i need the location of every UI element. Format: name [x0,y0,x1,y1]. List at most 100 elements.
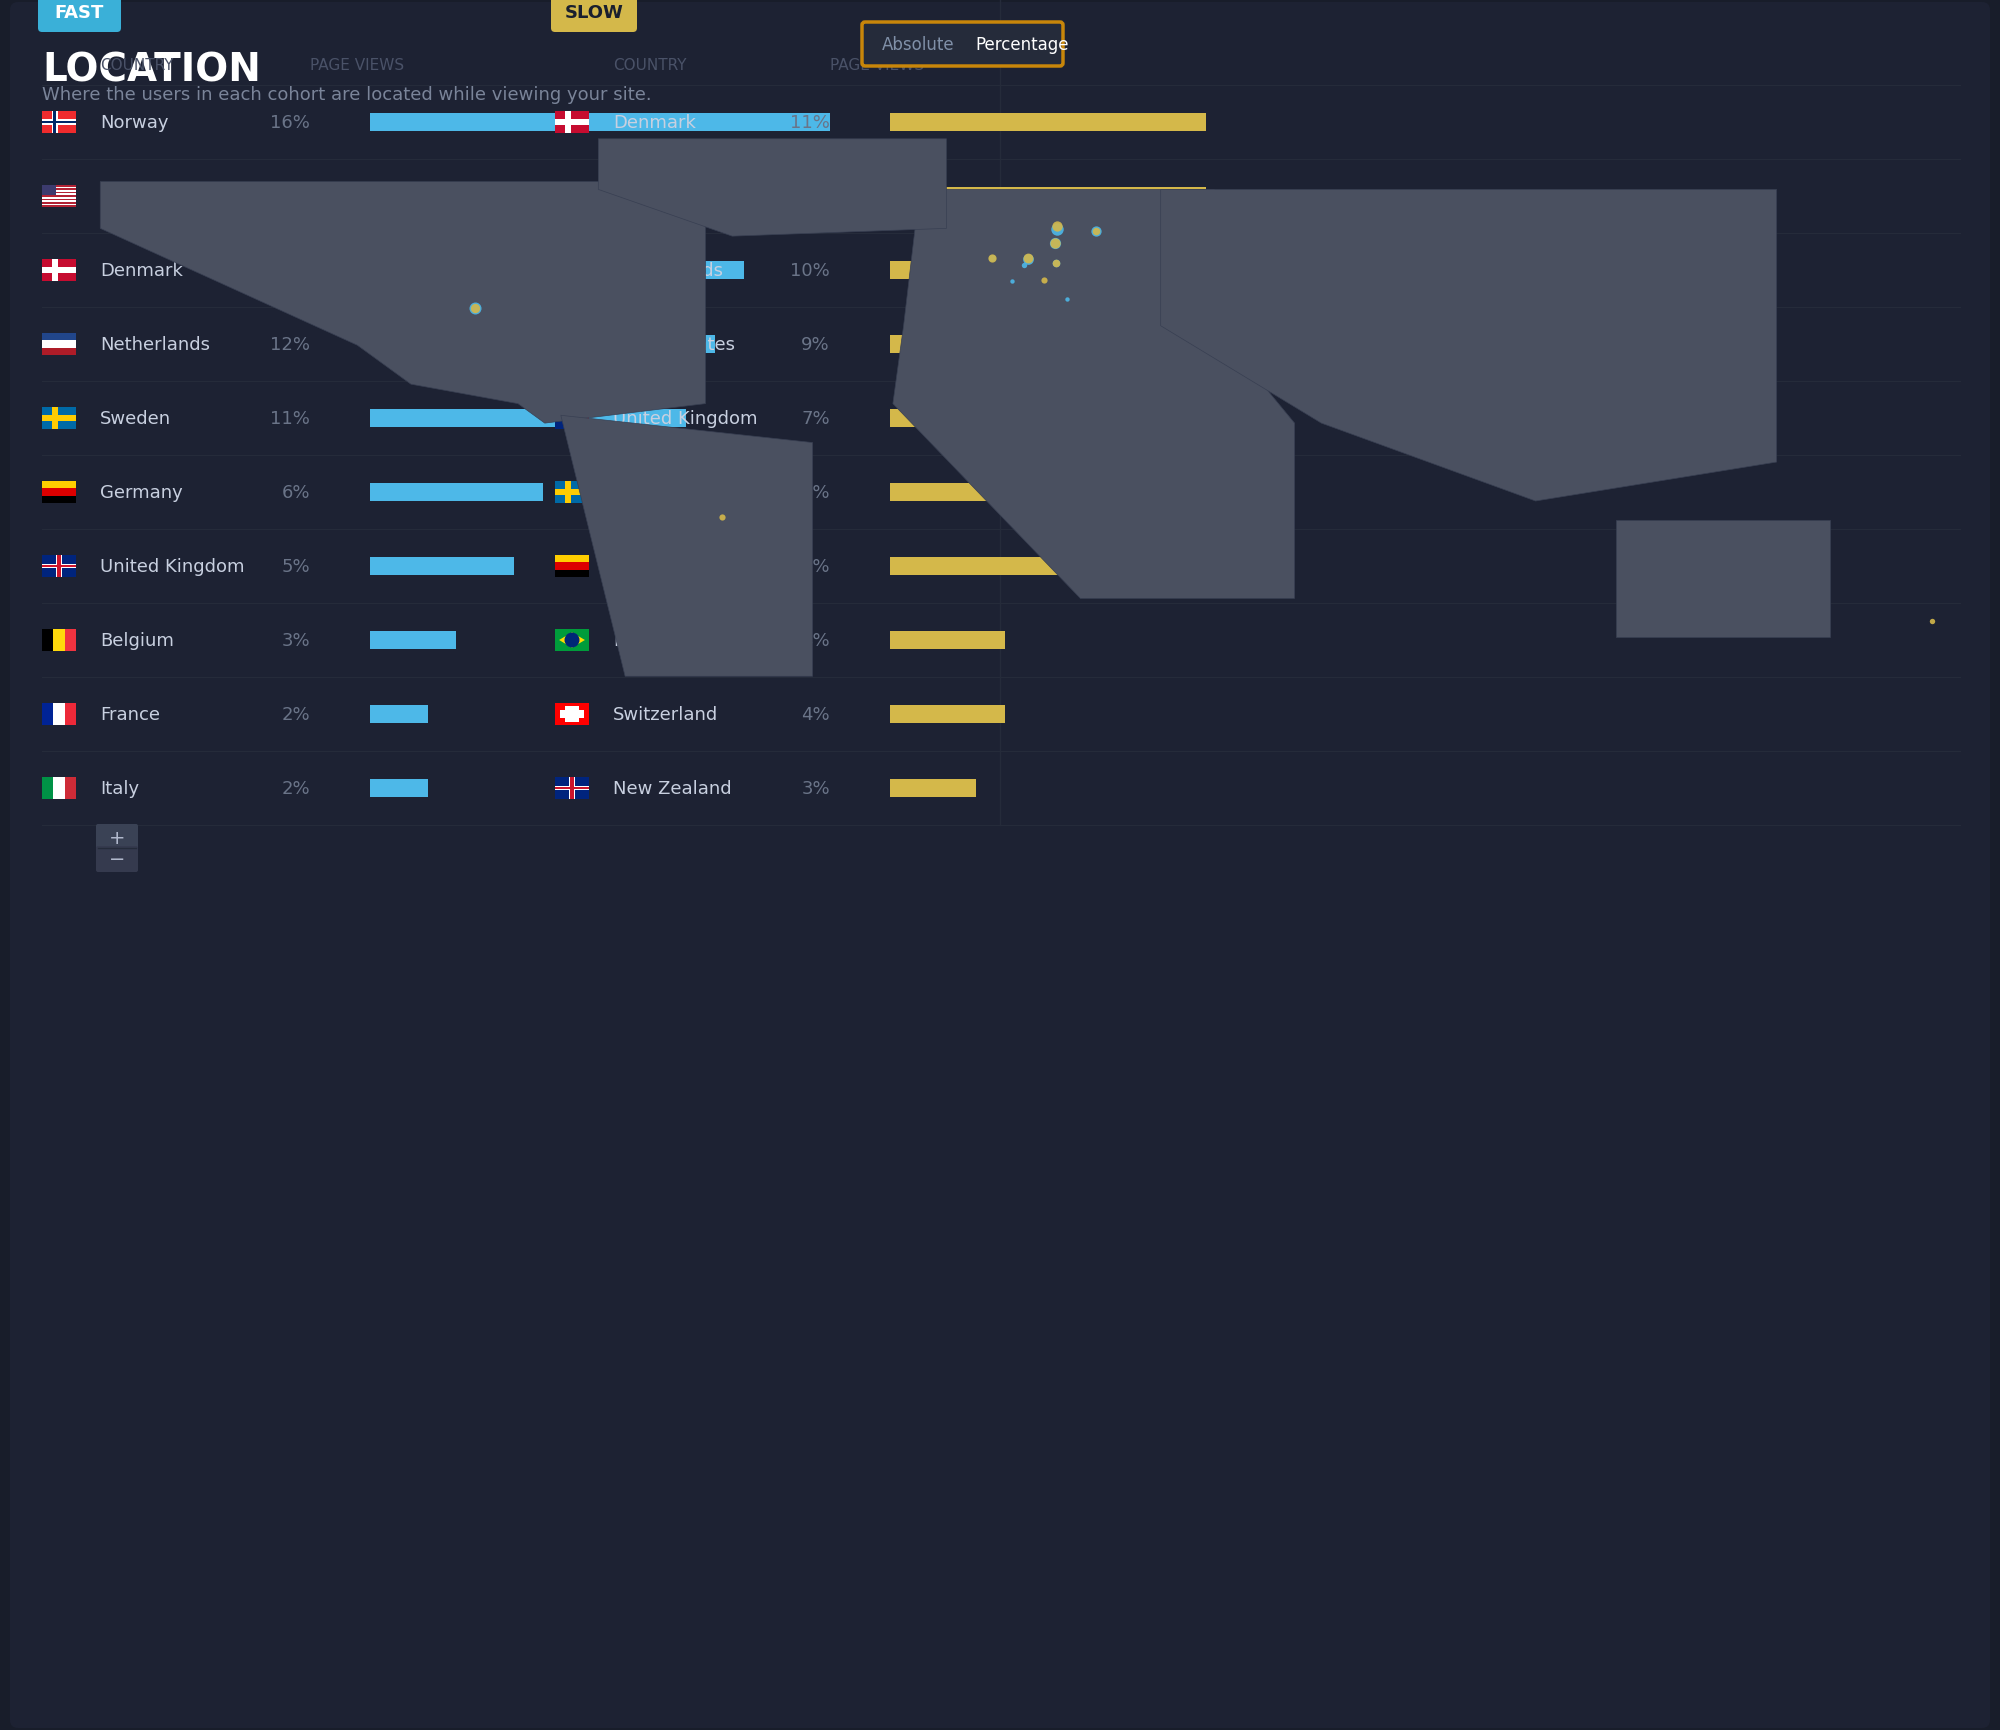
Bar [370,484,542,502]
Text: Norway: Norway [612,189,682,206]
Bar [556,787,588,791]
Point [1008,253,1040,280]
Bar [56,555,62,578]
Text: Where the users in each cohort are located while viewing your site.: Where the users in each cohort are locat… [42,86,652,104]
Text: 11%: 11% [790,189,830,206]
Bar [556,417,588,420]
Bar [42,417,76,422]
Text: 13%: 13% [270,261,310,280]
Text: Brazil: Brazil [612,631,664,650]
Text: 4%: 4% [802,631,830,650]
Polygon shape [560,415,812,676]
FancyBboxPatch shape [38,0,120,33]
Bar [370,410,686,427]
Point [1080,218,1112,246]
FancyBboxPatch shape [96,825,138,851]
Text: 4%: 4% [802,706,830,723]
Text: Norway: Norway [100,114,168,131]
Bar [556,334,588,356]
Bar [42,555,76,578]
Polygon shape [1160,190,1776,502]
Bar [42,260,76,282]
Point [706,503,738,531]
Bar [556,555,588,562]
Bar [560,711,584,720]
Bar [556,417,588,420]
Bar [42,121,76,126]
Bar [890,189,1206,206]
Bar [370,557,514,576]
Polygon shape [1616,521,1830,638]
Polygon shape [100,182,706,424]
Point [976,244,1008,272]
Bar [568,408,576,429]
Text: SLOW: SLOW [564,3,624,22]
Text: 11%: 11% [790,114,830,131]
FancyBboxPatch shape [10,3,1990,1728]
Text: +: + [108,829,126,848]
Point [1042,213,1074,240]
Text: France: France [100,706,160,723]
Text: 9%: 9% [802,336,830,355]
Text: Belgium: Belgium [100,631,174,650]
Bar [564,112,570,133]
Bar [42,704,54,725]
Text: −: − [108,849,126,868]
Text: United States: United States [100,189,222,206]
FancyBboxPatch shape [552,0,636,33]
Text: United States: United States [612,336,736,355]
Text: COUNTRY: COUNTRY [100,57,174,73]
Text: 16%: 16% [270,114,310,131]
Point [1028,266,1060,294]
Bar [370,780,428,798]
Point [1050,285,1082,313]
Bar [890,557,1062,576]
Text: Sweden: Sweden [612,484,684,502]
Text: Percentage: Percentage [976,36,1068,54]
Text: 6%: 6% [802,484,830,502]
Point [1040,249,1072,277]
Text: Denmark: Denmark [100,261,182,280]
Bar [42,121,76,125]
Bar [64,777,76,799]
Bar [52,408,58,429]
Point [1080,218,1112,246]
Bar [54,704,64,725]
Text: 5%: 5% [282,557,310,576]
Bar [42,268,76,273]
Text: 11%: 11% [270,410,310,427]
Bar [568,777,576,799]
Text: Netherlands: Netherlands [100,336,210,355]
Bar [370,114,830,131]
Bar [370,631,456,650]
Bar [42,630,54,652]
Bar [564,185,570,208]
Bar [570,408,574,429]
Bar [556,630,588,652]
Bar [54,777,64,799]
Text: Switzerland: Switzerland [612,706,718,723]
Bar [890,706,1006,723]
Polygon shape [892,190,1294,599]
Point [1012,246,1044,273]
Bar [556,704,588,725]
Bar [370,261,744,280]
Text: Italy: Italy [100,780,140,798]
Text: Denmark: Denmark [612,114,696,131]
Bar [370,706,428,723]
Text: FAST: FAST [54,3,104,22]
Bar [370,189,802,206]
Circle shape [564,633,580,649]
Text: United Kingdom: United Kingdom [100,557,244,576]
Bar [54,630,64,652]
Bar [556,266,588,275]
Bar [42,490,76,497]
Text: Germany: Germany [100,484,182,502]
Bar [890,336,1148,355]
Text: COUNTRY: COUNTRY [612,57,686,73]
Text: United Kingdom: United Kingdom [612,410,758,427]
Text: New Zealand: New Zealand [612,780,732,798]
Text: Absolute: Absolute [882,36,954,54]
Text: 12%: 12% [270,336,310,355]
Bar [890,114,1206,131]
